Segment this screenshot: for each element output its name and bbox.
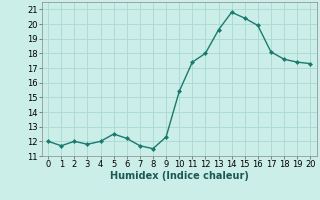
X-axis label: Humidex (Indice chaleur): Humidex (Indice chaleur) — [110, 171, 249, 181]
